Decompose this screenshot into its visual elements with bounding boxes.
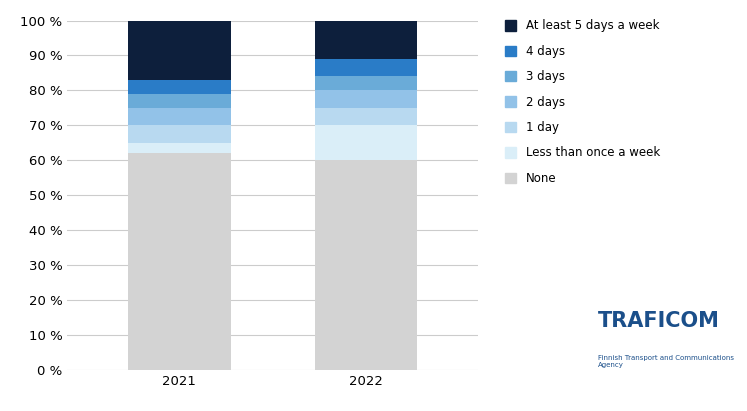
Bar — [314, 160, 418, 370]
Bar — [128, 143, 231, 153]
Bar — [314, 90, 418, 108]
Legend: At least 5 days a week, 4 days, 3 days, 2 days, 1 day, Less than once a week, No: At least 5 days a week, 4 days, 3 days, … — [504, 19, 660, 185]
Bar — [128, 108, 231, 125]
Text: Finnish Transport and Communications Agency: Finnish Transport and Communications Age… — [598, 355, 734, 368]
Bar — [128, 80, 231, 94]
Text: TRAFICOM: TRAFICOM — [598, 311, 719, 330]
Bar — [128, 125, 231, 143]
Bar — [314, 21, 418, 59]
Bar — [128, 153, 231, 370]
Bar — [128, 94, 231, 108]
Bar — [314, 59, 418, 76]
Bar — [128, 21, 231, 80]
Bar — [314, 108, 418, 125]
Bar — [314, 76, 418, 90]
Bar — [314, 125, 418, 160]
